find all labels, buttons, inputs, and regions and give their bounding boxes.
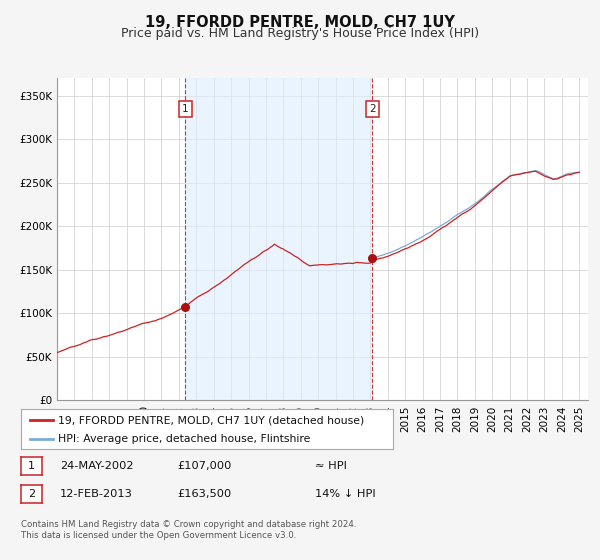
Text: 19, FFORDD PENTRE, MOLD, CH7 1UY: 19, FFORDD PENTRE, MOLD, CH7 1UY: [145, 15, 455, 30]
Text: 1: 1: [28, 461, 35, 471]
Text: £107,000: £107,000: [177, 461, 232, 471]
Text: 2: 2: [369, 104, 376, 114]
Text: 24-MAY-2002: 24-MAY-2002: [60, 461, 133, 471]
Text: 2: 2: [28, 489, 35, 499]
Text: 14% ↓ HPI: 14% ↓ HPI: [315, 489, 376, 499]
Text: 1: 1: [182, 104, 189, 114]
Text: Price paid vs. HM Land Registry's House Price Index (HPI): Price paid vs. HM Land Registry's House …: [121, 27, 479, 40]
Text: Contains HM Land Registry data © Crown copyright and database right 2024.
This d: Contains HM Land Registry data © Crown c…: [21, 520, 356, 540]
Text: HPI: Average price, detached house, Flintshire: HPI: Average price, detached house, Flin…: [58, 433, 311, 444]
Text: £163,500: £163,500: [177, 489, 231, 499]
Text: 12-FEB-2013: 12-FEB-2013: [60, 489, 133, 499]
Text: 19, FFORDD PENTRE, MOLD, CH7 1UY (detached house): 19, FFORDD PENTRE, MOLD, CH7 1UY (detach…: [58, 415, 364, 425]
Bar: [185, 78, 373, 400]
Text: ≈ HPI: ≈ HPI: [315, 461, 347, 471]
